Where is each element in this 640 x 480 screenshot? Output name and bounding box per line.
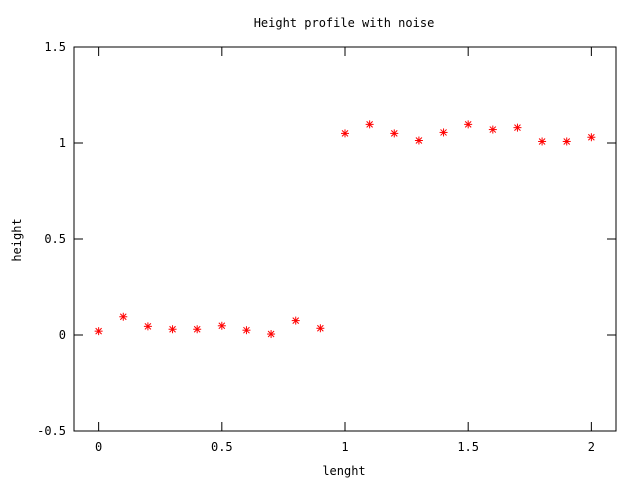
data-point — [242, 326, 251, 335]
data-point — [365, 120, 374, 129]
data-point — [168, 325, 177, 334]
data-point — [587, 133, 596, 142]
y-tick-label: 0.5 — [44, 232, 66, 246]
data-point — [513, 123, 522, 132]
data-point — [538, 137, 547, 146]
x-tick-label: 2 — [588, 440, 595, 454]
chart-title: Height profile with noise — [254, 16, 435, 30]
y-tick-label: 0 — [59, 328, 66, 342]
x-tick-label: 1.5 — [457, 440, 479, 454]
data-point — [341, 129, 349, 138]
data-point — [119, 312, 128, 321]
y-axis-label: height — [10, 218, 24, 261]
y-tick-label: -0.5 — [37, 424, 66, 438]
x-axis-label: lenght — [322, 464, 365, 478]
data-point — [193, 325, 202, 334]
data-points — [94, 120, 596, 339]
plot-area-border — [73, 46, 617, 432]
data-point — [143, 322, 152, 331]
data-point — [217, 321, 226, 330]
y-tick-label: 1 — [59, 136, 66, 150]
data-point — [414, 136, 423, 145]
data-point — [464, 120, 473, 129]
y-tick-label: 1.5 — [44, 40, 66, 54]
data-point — [390, 129, 399, 138]
x-tick-label: 0.5 — [211, 440, 233, 454]
data-point — [562, 137, 571, 146]
x-tick-label: 1 — [341, 440, 348, 454]
data-point — [439, 128, 448, 137]
data-point — [94, 327, 103, 336]
data-point — [316, 324, 325, 333]
data-point — [488, 125, 497, 134]
data-point — [267, 330, 276, 339]
x-tick-label: 0 — [95, 440, 102, 454]
data-point — [291, 316, 300, 325]
axis-tick-labels: 0 0.5 1 1.5 2 -0.5 0 0.5 1 1.5 — [37, 40, 595, 454]
